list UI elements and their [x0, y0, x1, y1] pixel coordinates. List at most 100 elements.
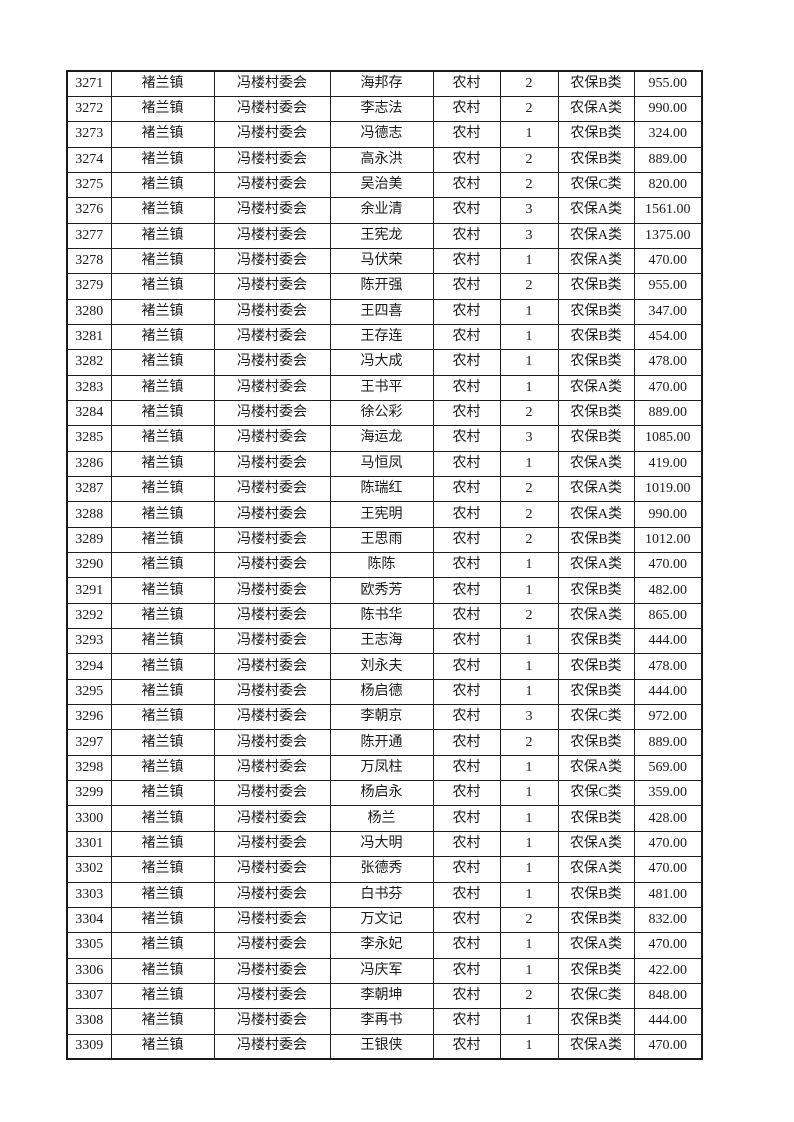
cell-amount: 1019.00 [633, 475, 703, 503]
cell-village-committee: 冯楼村委会 [213, 95, 331, 123]
table-row: 3293 褚兰镇 冯楼村委会 王志海 农村 1 农保B类 444.00 [66, 628, 703, 655]
cell-residence-type: 农村 [432, 197, 501, 224]
cell-amount: 569.00 [633, 754, 703, 782]
cell-person-count: 1 [499, 932, 559, 959]
cell-village-committee: 冯楼村委会 [213, 349, 331, 376]
cell-serial-number: 3277 [66, 222, 112, 249]
cell-insurance-category: 农保C类 [557, 704, 635, 731]
cell-residence-type: 农村 [432, 1008, 501, 1035]
cell-serial-number: 3278 [66, 247, 112, 275]
cell-village-committee: 冯楼村委会 [213, 450, 331, 478]
cell-amount: 470.00 [633, 247, 703, 275]
cell-insurance-category: 农保C类 [557, 982, 635, 1010]
cell-person-count: 2 [499, 171, 559, 199]
cell-amount: 470.00 [633, 552, 703, 579]
cell-village-committee: 冯楼村委会 [213, 298, 331, 325]
cell-village-committee: 冯楼村委会 [213, 729, 331, 756]
cell-village-committee: 冯楼村委会 [213, 704, 331, 731]
cell-insurance-category: 农保A类 [557, 450, 635, 478]
cell-residence-type: 农村 [432, 298, 501, 325]
table-row: 3284 褚兰镇 冯楼村委会 徐公彩 农村 2 农保B类 889.00 [66, 399, 703, 427]
cell-serial-number: 3295 [66, 678, 112, 706]
table-row: 3288 褚兰镇 冯楼村委会 王宪明 农村 2 农保A类 990.00 [66, 501, 703, 528]
cell-residence-type: 农村 [432, 273, 501, 300]
cell-amount: 889.00 [633, 729, 703, 756]
cell-amount: 444.00 [633, 1008, 703, 1035]
cell-serial-number: 3281 [66, 323, 112, 351]
cell-amount: 482.00 [633, 577, 703, 604]
cell-village-committee: 冯楼村委会 [213, 552, 331, 579]
cell-residence-type: 农村 [432, 146, 501, 173]
cell-town: 褚兰镇 [110, 70, 215, 97]
cell-insurance-category: 农保A类 [557, 856, 635, 883]
cell-person-count: 3 [499, 222, 559, 249]
cell-person-count: 1 [499, 298, 559, 325]
cell-person-count: 1 [499, 653, 559, 680]
cell-amount: 419.00 [633, 450, 703, 478]
table-row: 3290 褚兰镇 冯楼村委会 陈陈 农村 1 农保A类 470.00 [66, 552, 703, 579]
cell-insurance-category: 农保B类 [557, 70, 635, 97]
cell-residence-type: 农村 [432, 881, 501, 908]
cell-person-count: 2 [499, 906, 559, 934]
cell-village-committee: 冯楼村委会 [213, 1033, 331, 1060]
cell-amount: 1085.00 [633, 425, 703, 452]
cell-person-count: 1 [499, 957, 559, 984]
cell-serial-number: 3307 [66, 982, 112, 1010]
cell-amount: 955.00 [633, 70, 703, 97]
cell-insurance-category: 农保A类 [557, 830, 635, 858]
cell-serial-number: 3284 [66, 399, 112, 427]
cell-person-count: 1 [499, 323, 559, 351]
cell-insurance-category: 农保B类 [557, 729, 635, 756]
cell-serial-number: 3296 [66, 704, 112, 731]
table-row: 3282 褚兰镇 冯楼村委会 冯大成 农村 1 农保B类 478.00 [66, 349, 703, 376]
cell-residence-type: 农村 [432, 121, 501, 148]
cell-serial-number: 3301 [66, 830, 112, 858]
cell-residence-type: 农村 [432, 95, 501, 123]
cell-residence-type: 农村 [432, 552, 501, 579]
table-row: 3272 褚兰镇 冯楼村委会 李志法 农村 2 农保A类 990.00 [66, 95, 703, 123]
cell-town: 褚兰镇 [110, 273, 215, 300]
table-row: 3294 褚兰镇 冯楼村委会 刘永夫 农村 1 农保B类 478.00 [66, 653, 703, 680]
cell-town: 褚兰镇 [110, 754, 215, 782]
cell-person-count: 1 [499, 754, 559, 782]
cell-serial-number: 3289 [66, 526, 112, 554]
cell-amount: 470.00 [633, 830, 703, 858]
cell-village-committee: 冯楼村委会 [213, 602, 331, 630]
cell-village-committee: 冯楼村委会 [213, 374, 331, 401]
cell-person-name: 李志法 [329, 95, 434, 123]
cell-village-committee: 冯楼村委会 [213, 780, 331, 807]
table-row: 3287 褚兰镇 冯楼村委会 陈瑞红 农村 2 农保A类 1019.00 [66, 475, 703, 503]
cell-town: 褚兰镇 [110, 323, 215, 351]
cell-town: 褚兰镇 [110, 197, 215, 224]
cell-village-committee: 冯楼村委会 [213, 171, 331, 199]
cell-serial-number: 3280 [66, 298, 112, 325]
cell-town: 褚兰镇 [110, 171, 215, 199]
cell-person-name: 徐公彩 [329, 399, 434, 427]
cell-town: 褚兰镇 [110, 704, 215, 731]
cell-town: 褚兰镇 [110, 957, 215, 984]
table-row: 3305 褚兰镇 冯楼村委会 李永妃 农村 1 农保A类 470.00 [66, 932, 703, 959]
cell-amount: 359.00 [633, 780, 703, 807]
cell-amount: 470.00 [633, 856, 703, 883]
cell-serial-number: 3297 [66, 729, 112, 756]
cell-village-committee: 冯楼村委会 [213, 222, 331, 249]
cell-serial-number: 3302 [66, 856, 112, 883]
cell-town: 褚兰镇 [110, 247, 215, 275]
cell-town: 褚兰镇 [110, 856, 215, 883]
table-row: 3299 褚兰镇 冯楼村委会 杨启永 农村 1 农保C类 359.00 [66, 780, 703, 807]
cell-town: 褚兰镇 [110, 729, 215, 756]
cell-village-committee: 冯楼村委会 [213, 906, 331, 934]
cell-person-count: 2 [499, 602, 559, 630]
cell-residence-type: 农村 [432, 323, 501, 351]
cell-person-name: 张德秀 [329, 856, 434, 883]
cell-village-committee: 冯楼村委会 [213, 121, 331, 148]
cell-person-count: 1 [499, 577, 559, 604]
pension-roster-table: 3271 褚兰镇 冯楼村委会 海邦存 农村 2 农保B类 955.00 3272… [66, 70, 703, 1061]
cell-insurance-category: 农保B类 [557, 653, 635, 680]
cell-person-count: 2 [499, 273, 559, 300]
cell-village-committee: 冯楼村委会 [213, 247, 331, 275]
cell-person-name: 白书芬 [329, 881, 434, 908]
cell-amount: 1561.00 [633, 197, 703, 224]
cell-serial-number: 3300 [66, 805, 112, 832]
